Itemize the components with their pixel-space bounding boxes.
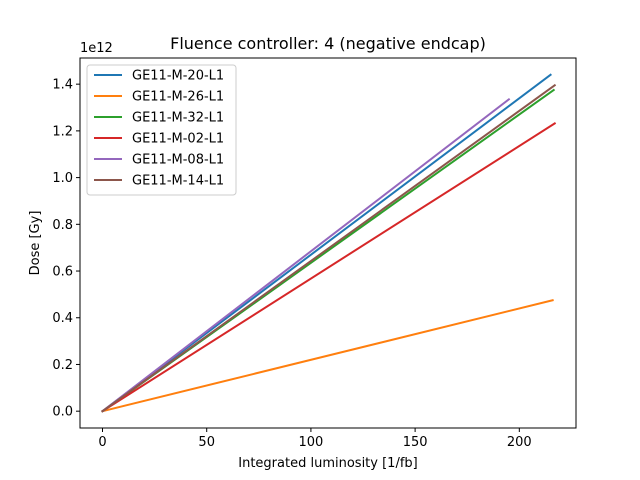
y-tick-label: 0.8 bbox=[52, 218, 73, 233]
series-line-3 bbox=[101, 122, 557, 413]
x-tick-label: 150 bbox=[403, 435, 428, 450]
x-tick-label: 100 bbox=[298, 435, 323, 450]
y-tick-label: 0.0 bbox=[52, 405, 73, 420]
y-tick-label: 0.4 bbox=[52, 311, 73, 326]
series-line-4 bbox=[101, 97, 511, 413]
legend-label-4: GE11-M-08-L1 bbox=[132, 153, 224, 168]
legend-label-2: GE11-M-32-L1 bbox=[132, 111, 224, 126]
series-line-5 bbox=[101, 83, 557, 413]
legend-box bbox=[86, 64, 237, 196]
y-tick-label: 1.2 bbox=[52, 124, 73, 139]
y-tick-label: 1.0 bbox=[52, 171, 73, 186]
x-tick-label: 200 bbox=[507, 435, 532, 450]
y-offset-label: 1e12 bbox=[80, 41, 113, 56]
legend-label-3: GE11-M-02-L1 bbox=[132, 132, 224, 147]
legend-label-0: GE11-M-20-L1 bbox=[132, 69, 224, 84]
y-tick-label: 0.6 bbox=[52, 265, 73, 280]
x-axis-label: Integrated luminosity [1/fb] bbox=[238, 456, 417, 471]
x-axis: 0 50 100 150 200 bbox=[98, 428, 532, 450]
series-line-1 bbox=[101, 299, 554, 413]
series-layer bbox=[101, 73, 557, 413]
plot-frame bbox=[79, 57, 577, 429]
y-axis-label: Dose [Gy] bbox=[28, 211, 43, 276]
y-tick-label: 0.2 bbox=[52, 358, 73, 373]
chart-title: Fluence controller: 4 (negative endcap) bbox=[170, 34, 486, 53]
x-tick-label: 50 bbox=[198, 435, 215, 450]
legend-label-5: GE11-M-14-L1 bbox=[132, 174, 224, 189]
legend-label-1: GE11-M-26-L1 bbox=[132, 90, 224, 105]
x-tick-label: 0 bbox=[98, 435, 106, 450]
y-axis: 0.0 0.2 0.4 0.6 0.8 1.0 1.2 1.4 bbox=[52, 78, 80, 420]
legend: GE11-M-20-L1 GE11-M-26-L1 GE11-M-32-L1 GE11… bbox=[86, 64, 237, 196]
y-tick-label: 1.4 bbox=[52, 78, 73, 93]
